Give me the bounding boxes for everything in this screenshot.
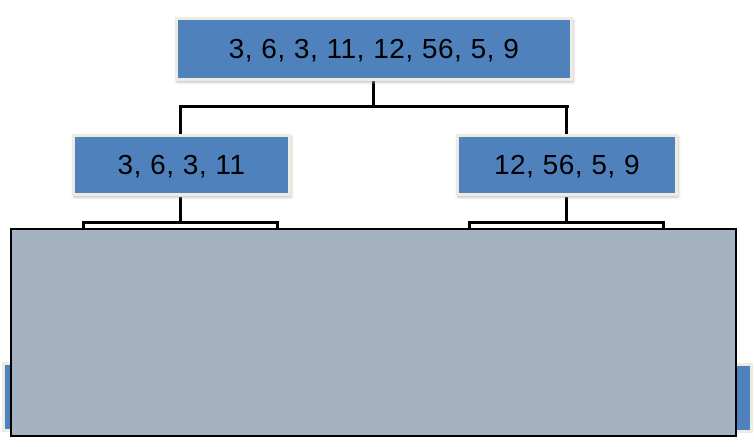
connector-right-leaf2-stub	[662, 221, 665, 232]
tree-left-child-label: 3, 6, 3, 11	[117, 149, 246, 180]
connector-left-child-stem	[179, 197, 182, 224]
connector-to-right-child	[565, 105, 568, 136]
connector-left-leaf2-stub	[276, 221, 279, 232]
connector-right-crossbar	[468, 221, 665, 224]
tree-root-node: 3, 6, 3, 11, 12, 56, 5, 9	[175, 17, 573, 81]
connector-left-crossbar	[82, 221, 279, 224]
connector-left-leaf1-stub	[82, 221, 85, 232]
connector-level1-crossbar	[179, 105, 569, 108]
connector-root-stem	[372, 80, 375, 108]
connector-to-left-child	[179, 105, 182, 136]
tree-right-child-node: 12, 56, 5, 9	[456, 134, 678, 196]
tree-left-child-node: 3, 6, 3, 11	[72, 134, 291, 196]
tree-root-label: 3, 6, 3, 11, 12, 56, 5, 9	[228, 33, 520, 64]
tree-right-child-label: 12, 56, 5, 9	[493, 149, 641, 180]
cover-rectangle	[10, 228, 737, 437]
connector-right-leaf1-stub	[468, 221, 471, 232]
connector-right-child-stem	[565, 197, 568, 224]
